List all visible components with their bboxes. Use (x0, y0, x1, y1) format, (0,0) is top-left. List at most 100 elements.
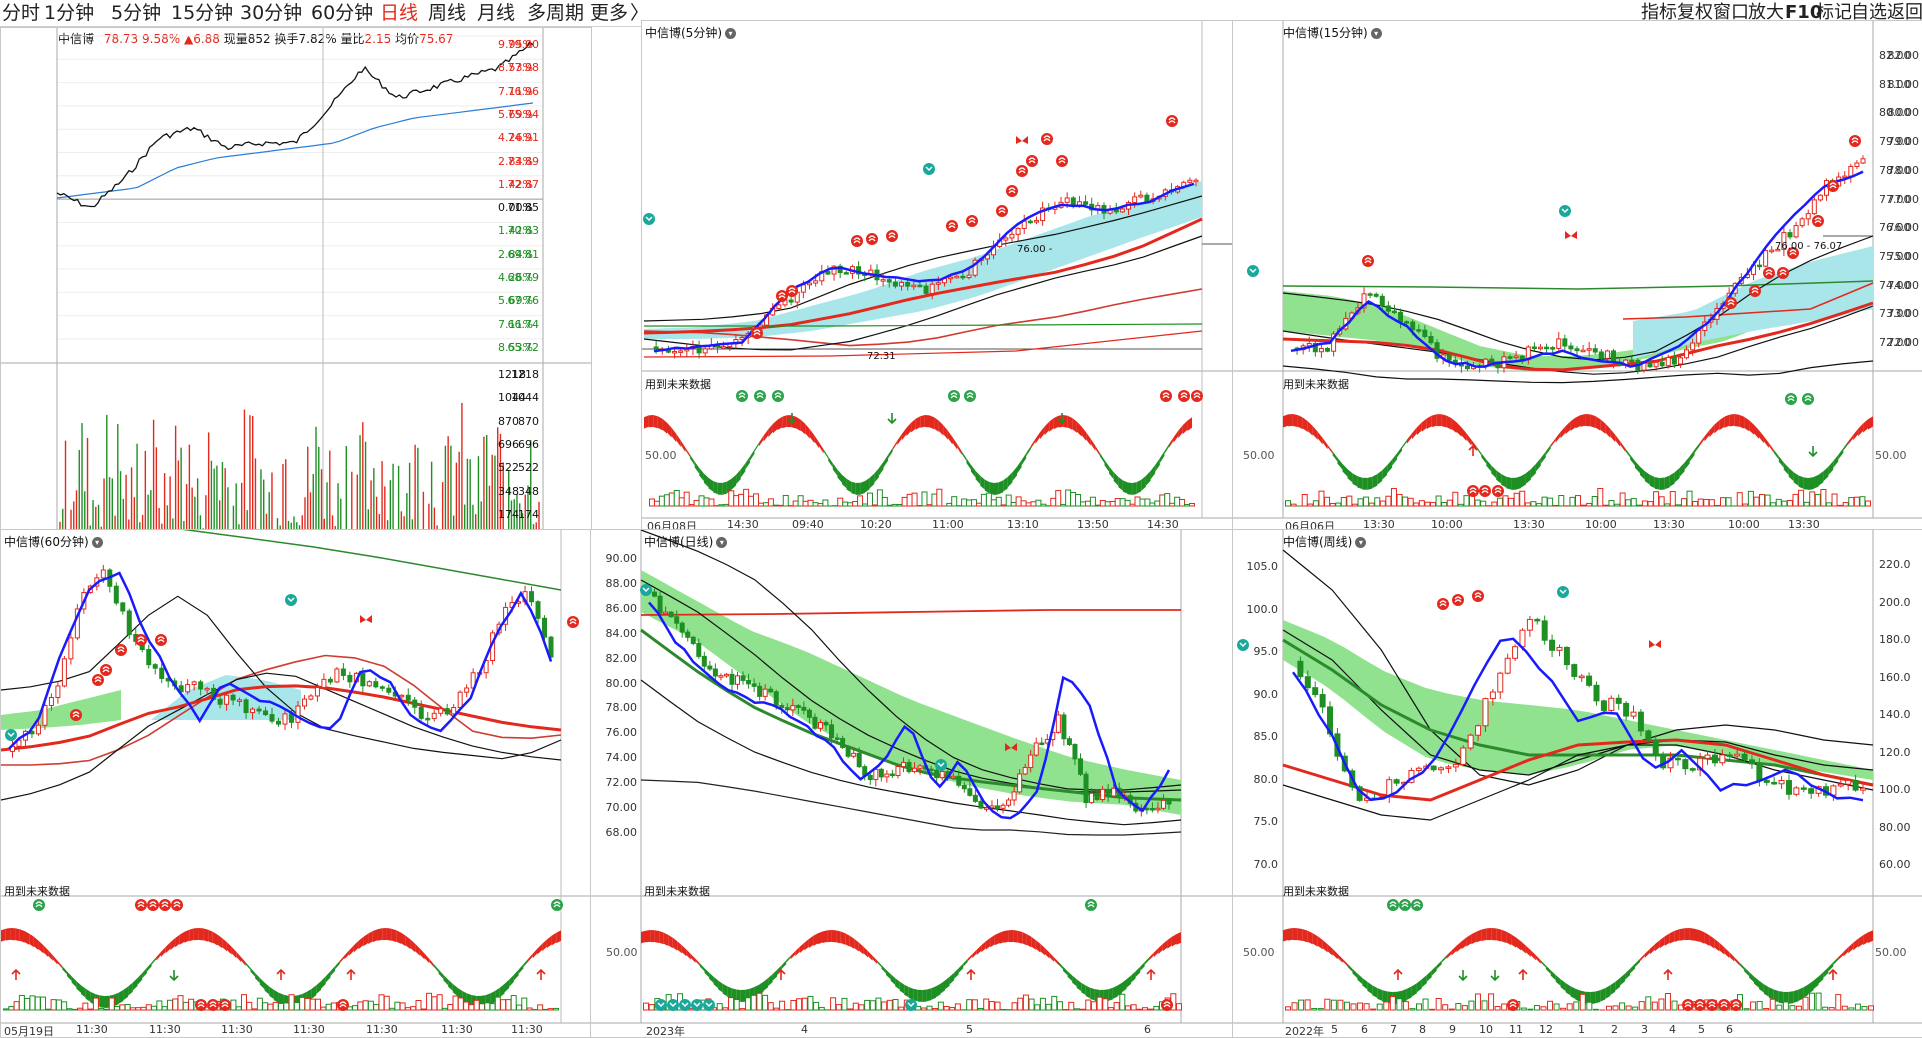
candlestick-chart-5min[interactable] (642, 21, 1233, 531)
tab-more[interactable]: 更多 (590, 0, 628, 26)
histogram-bar (689, 505, 694, 506)
oscillator-ribbon (1819, 972, 1824, 984)
kline-candle (1040, 743, 1044, 745)
oscillator-ribbon (1145, 957, 1150, 964)
histogram-bar (1018, 998, 1023, 1010)
chart-5min-panel[interactable]: 中信博(5分钟)▾ 用到未来数据 76.00 - 72.31 50.00 06月… (641, 20, 1234, 532)
tab-5min[interactable]: 5分钟 (111, 0, 161, 26)
oscillator-ribbon (1655, 940, 1660, 951)
oscillator-ribbon (1178, 425, 1183, 438)
pct-tick-label: 0.00% (498, 201, 533, 214)
price-tick-label: 80.00 (606, 677, 638, 690)
kline-candle (1078, 759, 1082, 774)
histogram-bar (527, 1008, 532, 1010)
oscillator-ribbon (1695, 443, 1700, 453)
kline-candle (1605, 351, 1609, 358)
oscillator-ribbon (1600, 419, 1605, 434)
tab-60min[interactable]: 60分钟 (311, 0, 373, 26)
oscillator-ribbon (321, 976, 326, 988)
kline-candle (719, 676, 723, 678)
tab-30min[interactable]: 30分钟 (240, 0, 302, 26)
volume-tick-label: 100.0 (1879, 783, 1911, 796)
tab-15min[interactable]: 15分钟 (171, 0, 233, 26)
oscillator-ribbon (203, 928, 208, 941)
oscillator-ribbon (1491, 465, 1496, 478)
oscillator-ribbon (326, 971, 331, 982)
histogram-bar (1672, 1001, 1677, 1010)
histogram-bar (353, 1006, 358, 1010)
oscillator-ribbon (1035, 432, 1040, 444)
histogram-bar (19, 995, 24, 1010)
price-tick-label: 76.00 (606, 726, 638, 739)
histogram-bar (368, 1001, 373, 1010)
oscillator-ribbon (1086, 432, 1091, 446)
up-arrow-icon (1394, 970, 1402, 980)
histogram-bar (1810, 492, 1815, 506)
oscillator-ribbon (1095, 446, 1100, 456)
candlestick-chart-60min[interactable] (1, 530, 591, 1037)
histogram-bar (257, 998, 262, 1010)
tab-1min[interactable]: 1分钟 (44, 0, 94, 26)
histogram-bar (1120, 499, 1125, 506)
histogram-bar (1581, 505, 1586, 506)
oscillator-ribbon (1486, 928, 1491, 940)
histogram-bar (723, 1008, 728, 1010)
tab-multi-period[interactable]: 多周期 (527, 0, 584, 26)
histogram-bar (813, 503, 818, 506)
candlestick-chart-daily[interactable] (591, 530, 1233, 1037)
histogram-bar (1790, 1006, 1795, 1010)
oscillator-ribbon (713, 481, 718, 494)
tab-weekly[interactable]: 周线 (428, 0, 466, 26)
oscillator-ribbon (6, 928, 11, 941)
oscillator-ribbon (1442, 955, 1447, 962)
tab-monthly[interactable]: 月线 (477, 0, 515, 26)
kline-candle (818, 722, 822, 728)
histogram-bar (358, 1002, 363, 1010)
kline-candle (348, 675, 352, 681)
histogram-bar (1815, 494, 1820, 506)
time-tick-label: 2022年 (1285, 1023, 1324, 1038)
oscillator-ribbon (686, 950, 691, 960)
kline-candle (1764, 780, 1769, 782)
kline-candle (763, 689, 767, 696)
butterfly-icon (360, 615, 372, 623)
oscillator-ribbon (1759, 981, 1764, 993)
oscillator-ribbon (505, 980, 510, 993)
oscillator-ribbon (1164, 444, 1169, 454)
candlestick-chart-weekly[interactable] (1233, 530, 1922, 1037)
kline-candle (452, 708, 456, 714)
candlestick-chart-15min[interactable] (1233, 21, 1922, 531)
kline-candle (1861, 159, 1865, 163)
histogram-bar (1751, 1002, 1756, 1010)
kline-candle (1593, 349, 1597, 352)
oscillator-ribbon (1566, 421, 1571, 434)
kline-candle (1029, 755, 1033, 767)
histogram-bar (421, 1009, 426, 1010)
kline-candle (1630, 360, 1634, 362)
oscillator-ribbon (1551, 970, 1556, 980)
histogram-bar (865, 1000, 870, 1010)
histogram-bar (791, 1000, 796, 1010)
oscillator-ribbon (1630, 964, 1635, 974)
oscillator-ribbon (1853, 939, 1858, 950)
tab-daily[interactable]: 日线 (380, 0, 418, 26)
kline-candle (335, 669, 339, 682)
oscillator-ribbon (1452, 946, 1457, 956)
oscillator-ribbon (1714, 420, 1719, 433)
kline-candle (1073, 744, 1077, 758)
intraday-panel[interactable]: 中信博 78.73 9.58% ▲6.88 现量852 换手7.82% 量比2.… (0, 27, 592, 531)
oscillator-ribbon (1719, 943, 1724, 955)
oscillator-ribbon (948, 431, 953, 445)
kline-candle (1145, 195, 1149, 201)
oscillator-ribbon (1541, 452, 1546, 464)
oscillator-ribbon (1620, 441, 1625, 451)
histogram-bar (1103, 999, 1108, 1010)
tab-timeshare[interactable]: 分时 (2, 0, 40, 26)
chart-15min-panel[interactable]: 中信博(15分钟)▾ 用到未来数据 76.00 - 76.07 50.00 50… (1232, 20, 1922, 532)
kline-candle (439, 709, 443, 714)
oscillator-ribbon (1123, 480, 1128, 493)
histogram-bar (273, 1002, 278, 1010)
